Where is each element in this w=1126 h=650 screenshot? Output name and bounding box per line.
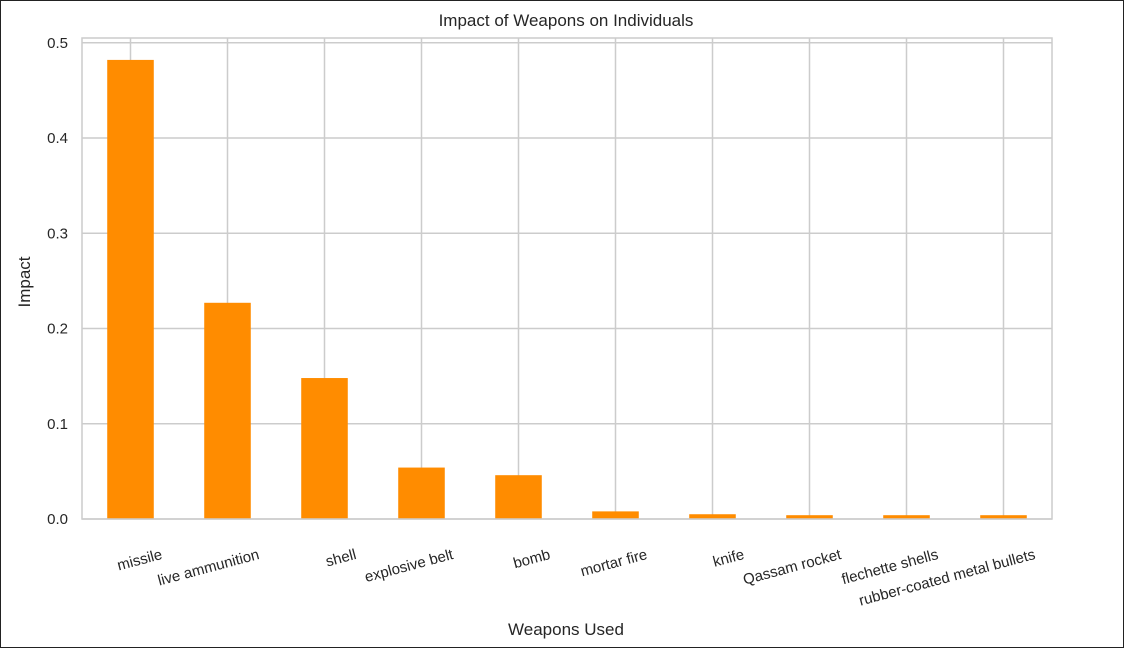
chart-title: Impact of Weapons on Individuals — [439, 11, 694, 30]
x-tick-label: missile — [115, 546, 164, 574]
bar-2 — [301, 378, 348, 519]
bar-5 — [592, 511, 639, 519]
bar-3 — [398, 467, 445, 519]
x-tick-label: knife — [711, 546, 746, 571]
x-tick-label: live ammunition — [156, 546, 261, 589]
bar-9 — [980, 515, 1027, 519]
y-tick-label: 0.1 — [47, 416, 68, 433]
y-tick-label: 0.5 — [47, 35, 68, 52]
x-tick-label: explosive belt — [363, 546, 456, 586]
bars — [107, 59, 1027, 520]
x-tick-label: bomb — [511, 546, 552, 572]
y-tick-label: 0.2 — [47, 321, 68, 338]
x-tick-label: mortar fire — [579, 546, 649, 580]
y-tick-labels: 0.0 0.1 0.2 0.3 0.4 0.5 — [47, 35, 68, 528]
x-tick-label: Qassam rocket — [741, 546, 844, 589]
bar-8 — [883, 515, 930, 519]
y-tick-label: 0.3 — [47, 225, 68, 242]
bar-4 — [495, 475, 542, 519]
x-axis-label: Weapons Used — [508, 620, 624, 639]
bar-6 — [689, 514, 736, 519]
y-tick-label: 0.0 — [47, 511, 68, 528]
plot-border — [81, 37, 1053, 520]
bar-1 — [204, 302, 251, 519]
bar-0 — [107, 59, 154, 520]
y-axis-label: Impact — [15, 256, 34, 307]
y-tick-label: 0.4 — [47, 130, 68, 147]
x-tick-label: rubber-coated metal bullets — [857, 546, 1037, 609]
bar-7 — [786, 515, 833, 519]
x-tick-label: shell — [324, 546, 358, 570]
